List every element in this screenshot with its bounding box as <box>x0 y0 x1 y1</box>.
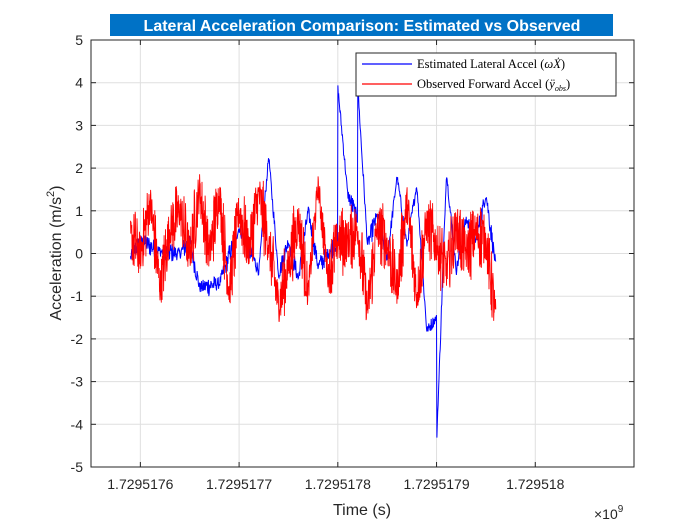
legend-observed-math: ÿ <box>547 77 555 91</box>
x-axis-label: Time (s) <box>333 502 391 519</box>
y-axis-label-main: Acceleration (m/s <box>48 197 65 321</box>
y-tick-label: 5 <box>75 32 83 48</box>
legend-estimated-math: ωẊ <box>544 57 562 71</box>
x-tick-label: 1.7295179 <box>403 476 469 492</box>
legend-box <box>355 52 617 97</box>
y-tick-label: 4 <box>75 75 83 91</box>
x-exponent-power: 9 <box>618 504 624 515</box>
legend-entry-observed: Observed Forward Accel (ÿobs) <box>417 77 570 93</box>
y-tick-label: 3 <box>75 117 83 133</box>
legend-entry-estimated: Estimated Lateral Accel (ωẊ) <box>417 57 565 71</box>
x-tick-label: 1.729518 <box>506 476 565 492</box>
y-tick-label: -1 <box>71 288 84 304</box>
x-tick-label: 1.7295178 <box>305 476 371 492</box>
y-tick-label: 2 <box>75 160 83 176</box>
legend-observed-close: ) <box>566 77 570 91</box>
x-tick-label: 1.7295177 <box>206 476 272 492</box>
x-tick-label: 1.7295176 <box>107 476 173 492</box>
y-tick-label: 1 <box>75 203 83 219</box>
y-axis-label: Acceleration (m/s2) <box>45 185 65 320</box>
series-observed-line <box>130 174 497 323</box>
y-tick-label: -4 <box>71 416 84 432</box>
y-tick-label: -5 <box>71 459 84 475</box>
legend: Estimated Lateral Accel (ωẊ) Observed Fo… <box>355 52 617 97</box>
ticks: -5 -4 -3 -2 -1 0 1 2 3 4 5 1.7295176 1.7295177 1.7295… <box>71 32 634 492</box>
legend-estimated-close: ) <box>561 57 565 71</box>
y-axis-label-suffix: ) <box>48 185 65 190</box>
y-tick-label: -2 <box>71 331 84 347</box>
legend-observed-main: Observed Forward Accel ( <box>417 77 549 91</box>
y-tick-label: 0 <box>75 246 83 262</box>
x-exponent-base: ×10 <box>594 506 618 522</box>
chart-title-background <box>110 14 613 36</box>
y-tick-label: -3 <box>71 374 84 390</box>
legend-observed-sub: obs <box>555 84 566 93</box>
x-axis-exponent: ×109 <box>594 504 624 522</box>
legend-estimated-main: Estimated Lateral Accel ( <box>417 57 544 71</box>
series-layer <box>130 85 497 438</box>
chart-title: Lateral Acceleration Comparison: Estimat… <box>144 18 581 35</box>
y-axis-label-superscript: 2 <box>45 191 57 197</box>
